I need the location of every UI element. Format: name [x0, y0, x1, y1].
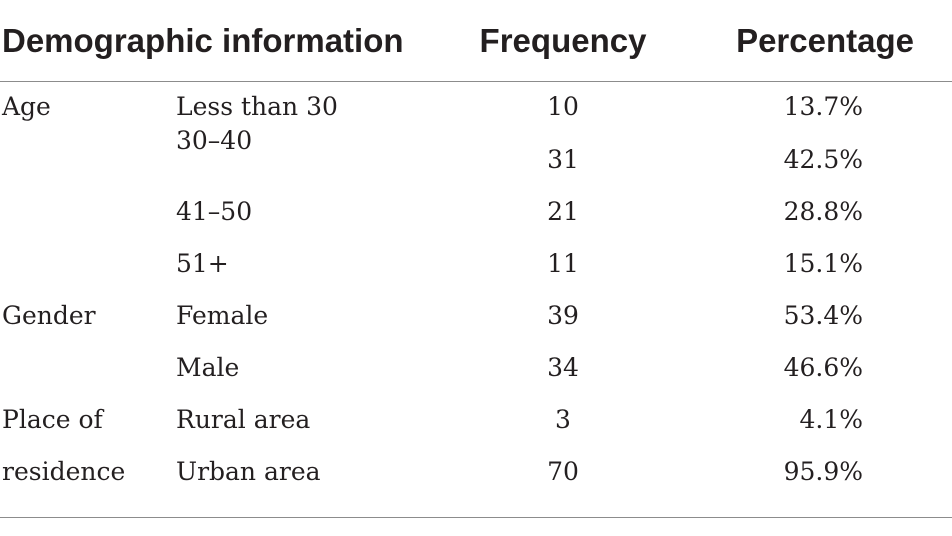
row-percentage: 95.9%	[783, 457, 863, 486]
header-rule	[0, 81, 952, 82]
category-place-line1: Place of	[2, 405, 103, 434]
row-subcategory: Male	[176, 353, 240, 382]
row-percentage: 28.8%	[783, 197, 863, 226]
category-age: Age	[2, 92, 51, 121]
row-frequency: 11	[547, 249, 579, 278]
row-subcategory: 51+	[176, 249, 229, 278]
category-place-line2: residence	[2, 457, 126, 486]
row-percentage: 15.1%	[783, 249, 863, 278]
row-subcategory: 30–40	[176, 126, 253, 155]
row-frequency: 70	[547, 457, 579, 486]
footer-rule	[0, 517, 952, 518]
header-demographic-information: Demographic information	[2, 22, 404, 59]
header-frequency: Frequency	[479, 22, 647, 59]
row-subcategory: Rural area	[176, 405, 311, 434]
row-subcategory: Urban area	[176, 457, 321, 486]
row-frequency: 21	[547, 197, 579, 226]
row-subcategory: 41–50	[176, 197, 253, 226]
row-percentage: 13.7%	[783, 92, 863, 121]
header-percentage: Percentage	[736, 22, 914, 59]
row-percentage: 53.4%	[783, 301, 863, 330]
row-frequency: 3	[555, 405, 571, 434]
row-percentage: 46.6%	[783, 353, 863, 382]
row-frequency: 34	[547, 353, 579, 382]
row-subcategory: Female	[176, 301, 269, 330]
row-subcategory: Less than 30	[176, 92, 338, 121]
row-frequency: 39	[547, 301, 579, 330]
row-percentage: 4.1%	[799, 405, 863, 434]
category-gender: Gender	[2, 301, 96, 330]
row-frequency: 10	[547, 92, 579, 121]
row-frequency: 31	[547, 145, 579, 174]
row-percentage: 42.5%	[783, 145, 863, 174]
